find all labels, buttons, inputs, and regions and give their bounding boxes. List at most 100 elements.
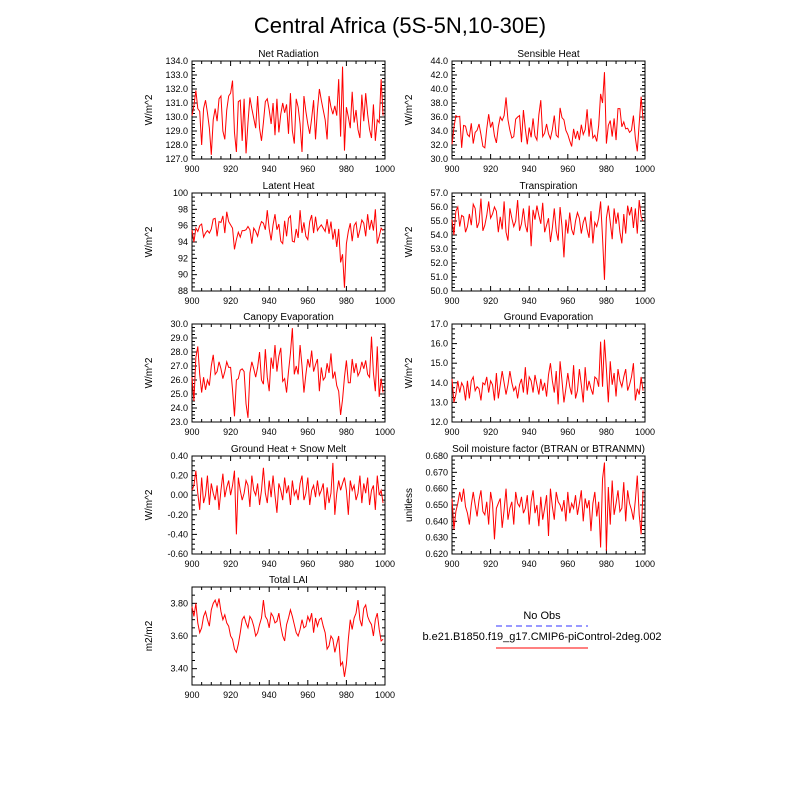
y-tick-label: 55.0 — [430, 216, 448, 226]
x-tick-label: 940 — [522, 427, 537, 437]
y-tick-label: 24.0 — [170, 403, 188, 413]
y-tick-label: 0.630 — [425, 533, 448, 543]
y-tick-label: 128.0 — [165, 140, 188, 150]
x-tick-label: 960 — [560, 427, 575, 437]
x-tick-label: 1000 — [375, 164, 395, 174]
x-tick-label: 940 — [262, 427, 277, 437]
x-tick-label: 1000 — [635, 559, 655, 569]
y-tick-label: 0.660 — [425, 484, 448, 494]
y-tick-label: 52.0 — [430, 258, 448, 268]
y-tick-label: 34.0 — [430, 126, 448, 136]
series-line — [191, 598, 384, 677]
x-tick-label: 920 — [483, 427, 498, 437]
y-tick-label: 54.0 — [430, 230, 448, 240]
panel-6: Ground Evaporation W/m^2 900 920 940 960 980 10… — [404, 312, 655, 437]
legend-obs-label: No Obs — [523, 610, 561, 622]
x-tick-label: 1000 — [375, 690, 395, 700]
series-line — [191, 209, 384, 288]
y-tick-label: 90 — [178, 270, 188, 280]
y-tick-label: 30.0 — [430, 154, 448, 164]
y-tick-label: 51.0 — [430, 272, 448, 282]
y-tick-label: 36.0 — [430, 112, 448, 122]
y-tick-label: 38.0 — [430, 98, 448, 108]
series-line — [451, 72, 644, 152]
x-tick-label: 980 — [599, 427, 614, 437]
y-axis-label: W/m^2 — [404, 226, 415, 257]
y-tick-label: 130.0 — [165, 112, 188, 122]
panel-title: Transpiration — [520, 181, 578, 192]
y-tick-label: 0.40 — [170, 451, 188, 461]
x-tick-label: 900 — [184, 559, 199, 569]
y-axis-label: W/m^2 — [404, 94, 415, 125]
y-tick-label: 98 — [178, 204, 188, 214]
x-tick-label: 940 — [522, 559, 537, 569]
plot-frame — [451, 192, 646, 292]
y-axis-label: W/m^2 — [144, 357, 155, 388]
panel-title: Ground Heat + Snow Melt — [231, 444, 347, 455]
x-tick-label: 940 — [522, 164, 537, 174]
y-tick-label: 26.0 — [170, 375, 188, 385]
y-tick-label: 25.0 — [170, 389, 188, 399]
y-axis-label: W/m^2 — [144, 94, 155, 125]
panel-title: Soil moisture factor (BTRAN or BTRANMN) — [452, 444, 645, 455]
x-tick-label: 900 — [184, 296, 199, 306]
x-tick-label: 920 — [223, 296, 238, 306]
y-tick-label: 32.0 — [430, 140, 448, 150]
y-tick-label: 56.0 — [430, 202, 448, 212]
series-line — [191, 328, 384, 418]
y-tick-label: 3.40 — [170, 664, 188, 674]
y-tick-label: 23.0 — [170, 417, 188, 427]
panel-9: Total LAI m2/m2 900 920 940 960 980 1000 3.40 3.6… — [144, 575, 395, 700]
y-tick-label: 0.650 — [425, 500, 448, 510]
x-tick-label: 960 — [300, 559, 315, 569]
y-tick-label: 13.0 — [430, 397, 448, 407]
y-tick-label: 14.0 — [430, 378, 448, 388]
panel-7: Ground Heat + Snow Melt W/m^2 900 920 940 960… — [144, 444, 395, 569]
series-line — [191, 462, 384, 535]
panel-title: Sensible Heat — [517, 49, 579, 60]
x-tick-label: 980 — [339, 559, 354, 569]
plot-frame — [191, 586, 386, 686]
panel-2: Sensible Heat W/m^2 900 920 940 960 980 1000 30.… — [404, 49, 655, 174]
x-tick-label: 1000 — [635, 164, 655, 174]
x-tick-label: 920 — [223, 559, 238, 569]
y-tick-label: 50.0 — [430, 286, 448, 296]
legend: No Obs b.e21.B1850.f19_g17.CMIP6-piContr… — [422, 610, 662, 649]
x-tick-label: 900 — [444, 559, 459, 569]
y-tick-label: 0.670 — [425, 467, 448, 477]
y-tick-label: 127.0 — [165, 154, 188, 164]
y-tick-label: 96 — [178, 221, 188, 231]
y-axis-label: unitless — [404, 488, 415, 522]
plot-frame — [191, 455, 386, 555]
x-tick-label: 900 — [184, 427, 199, 437]
y-axis-label: W/m^2 — [144, 226, 155, 257]
y-tick-label: 30.0 — [170, 319, 188, 329]
y-tick-label: 100 — [173, 188, 188, 198]
y-tick-label: 3.60 — [170, 631, 188, 641]
x-tick-label: 940 — [262, 164, 277, 174]
x-tick-label: 980 — [339, 427, 354, 437]
x-tick-label: 940 — [522, 296, 537, 306]
series-line — [451, 339, 644, 405]
panel-title: Ground Evaporation — [504, 312, 594, 323]
x-tick-label: 980 — [599, 296, 614, 306]
y-tick-label: 0.00 — [170, 490, 188, 500]
panel-4: Transpiration W/m^2 900 920 940 960 980 1000 50.… — [404, 181, 655, 306]
x-tick-label: 980 — [339, 296, 354, 306]
y-axis-label: m2/m2 — [144, 620, 155, 651]
x-tick-label: 900 — [444, 296, 459, 306]
panel-title: Canopy Evaporation — [243, 312, 334, 323]
x-tick-label: 920 — [223, 164, 238, 174]
x-tick-label: 920 — [483, 296, 498, 306]
y-tick-label: 133.0 — [165, 70, 188, 80]
series-line — [451, 462, 644, 551]
y-tick-label: 0.20 — [170, 471, 188, 481]
y-tick-label: 12.0 — [430, 417, 448, 427]
x-tick-label: 940 — [262, 296, 277, 306]
panel-title: Total LAI — [269, 575, 308, 586]
x-tick-label: 960 — [300, 427, 315, 437]
y-tick-label: 3.80 — [170, 598, 188, 608]
y-tick-label: 16.0 — [430, 339, 448, 349]
legend-model-label: b.e21.B1850.f19_g17.CMIP6-piControl-2deg… — [422, 631, 661, 643]
